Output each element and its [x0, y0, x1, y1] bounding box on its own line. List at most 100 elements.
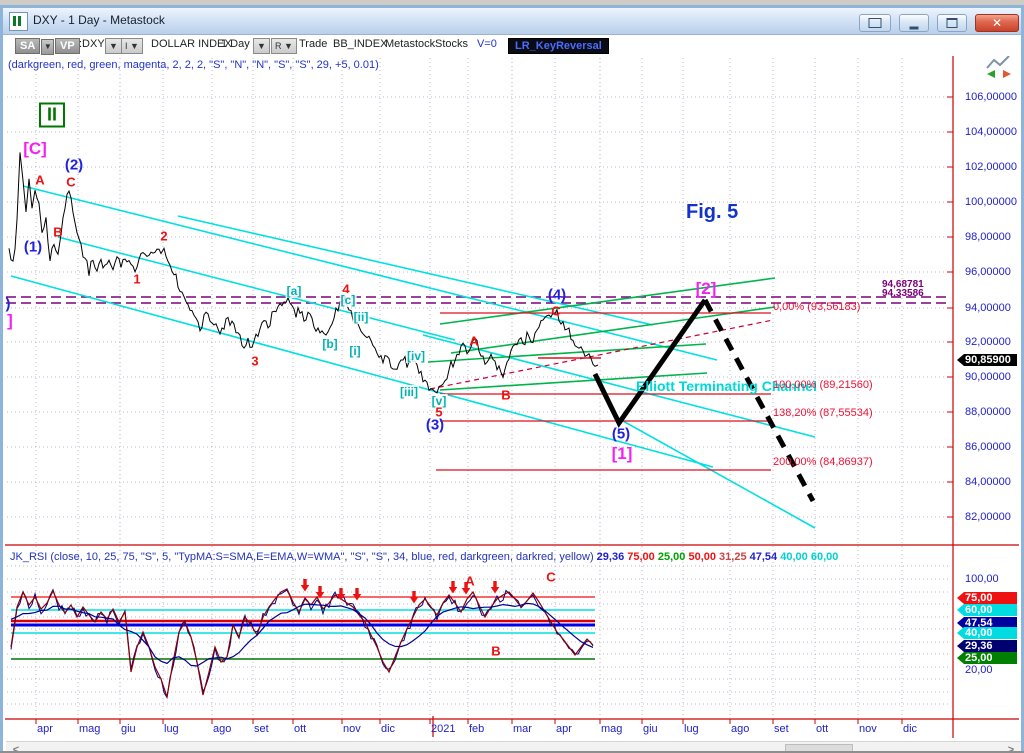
- sa-button[interactable]: SA: [15, 38, 41, 54]
- wave-label: C: [551, 303, 561, 319]
- cyan-trendline: [177, 215, 654, 326]
- wave-label: [a]: [285, 284, 303, 298]
- month-label: apr: [556, 723, 572, 735]
- dropdown-arrow-icon[interactable]: ▼: [41, 39, 55, 55]
- toolbar-item-r[interactable]: R ▼: [271, 38, 297, 54]
- toolbar: SA ▼ VP:DXY ▼ I ▼ DOLLAR INDEX 1 Day ▼ R ▼ Trade B…: [3, 35, 1021, 56]
- toolbar-item-i[interactable]: I ▼: [121, 38, 143, 54]
- restore-window-button[interactable]: [859, 14, 891, 32]
- price-axis-label: 102,00000: [965, 161, 1017, 173]
- wave-label: 5: [435, 404, 443, 420]
- wave-label: [iii]: [399, 385, 419, 399]
- wave-label: [2]: [695, 279, 717, 298]
- toolbar-item-dxy[interactable]: :DXY: [79, 38, 105, 50]
- toolbar-item-trade[interactable]: Trade: [299, 38, 328, 50]
- month-label: mag: [79, 723, 101, 735]
- close-button[interactable]: ✕: [975, 14, 1019, 32]
- price-axis-label: 100,00000: [965, 196, 1017, 208]
- toolbar-item-[interactable]: ▼: [253, 38, 270, 54]
- toolbar-item-1day[interactable]: 1 Day: [221, 38, 250, 50]
- rsi-line: [10, 588, 594, 699]
- fib-retracement-label: 0,00% (93,56183): [773, 301, 861, 313]
- restore-window-icon: [868, 18, 882, 28]
- rsi-axis-top-label: 100,00: [965, 573, 999, 585]
- projection-solid: [592, 298, 708, 428]
- rsi-current-value: 29,36: [596, 551, 628, 563]
- wave-label: (5): [611, 425, 631, 443]
- sell-arrow-icon: [336, 588, 346, 601]
- toolbar-item-dollarindex[interactable]: DOLLAR INDEX: [151, 38, 232, 50]
- month-label: ago: [213, 723, 232, 735]
- i-dropdown[interactable]: I ▼: [121, 38, 143, 54]
- rsi-value-tag: 25,00: [957, 652, 1017, 664]
- rsi-name-and-params: JK_RSI (close, 10, 25, 75, "S", 5, "TypM…: [10, 551, 597, 563]
- price-series: [8, 152, 599, 394]
- price-axis-label: 98,00000: [965, 231, 1011, 243]
- wave-label: [c]: [339, 293, 357, 307]
- chart-canvas[interactable]: [3, 56, 1021, 753]
- wave-label: [i]: [348, 344, 362, 358]
- dropdown-arrow-icon[interactable]: ▼: [253, 38, 270, 54]
- scroll-left-button[interactable]: <: [12, 744, 20, 753]
- vp-button[interactable]: VP: [55, 38, 80, 54]
- wave-label: (3): [425, 416, 445, 434]
- wave-label: [iv]: [406, 349, 426, 363]
- month-label: giu: [643, 723, 658, 735]
- title-bar[interactable]: DXY - 1 Day - Metastock ✕: [3, 8, 1021, 35]
- rsi-value-tag: 29,36: [957, 640, 1017, 652]
- month-label: dic: [381, 723, 396, 735]
- rsi-current-value: 47,54: [749, 551, 781, 563]
- wave-label: [b]: [321, 337, 339, 351]
- sell-arrow-icon: [315, 586, 325, 599]
- month-label: ago: [731, 723, 750, 735]
- toolbar-item-[interactable]: ▼: [105, 38, 122, 54]
- wave-label: 3: [251, 353, 259, 369]
- fib-retracement-label: 100,00% (89,21560): [773, 379, 873, 391]
- month-label: nov: [859, 723, 877, 735]
- rsi-axis-bottom-label: 20,00: [965, 664, 993, 676]
- sell-arrow-icon: [352, 588, 362, 601]
- rsi-current-value: 31,25: [719, 551, 750, 563]
- minimize-icon: [909, 26, 919, 30]
- wave-label: ): [5, 295, 11, 313]
- wave-label: [C]: [23, 139, 47, 158]
- scroll-right-button[interactable]: >: [1007, 744, 1015, 753]
- elliott-terminating-channel-label: Elliott Terminating Channel: [636, 378, 817, 394]
- dropdown-arrow-icon[interactable]: ▼: [105, 38, 122, 54]
- wave-label: B: [53, 224, 63, 240]
- toolbar-item-bbindex[interactable]: BB_INDEX: [333, 38, 388, 50]
- month-label: mag: [601, 723, 623, 735]
- cyan-trendline: [422, 334, 816, 438]
- toolbar-item-stocks[interactable]: Stocks: [435, 38, 469, 50]
- horizontal-scrollbar[interactable]: < >: [6, 741, 1021, 753]
- scrollbar-thumb[interactable]: [785, 744, 853, 753]
- price-axis-label: 104,00000: [965, 126, 1017, 138]
- window-title: DXY - 1 Day - Metastock: [33, 13, 165, 27]
- chart-area[interactable]: (darkgreen, red, green, magenta, 2, 2, 2…: [3, 56, 1021, 753]
- maximize-button[interactable]: [937, 14, 967, 32]
- wave-label: (2): [64, 156, 84, 174]
- wave-label: (4): [547, 286, 567, 304]
- toolbar-item-vp[interactable]: VP: [55, 38, 80, 54]
- rsi-current-value: 25,00: [657, 551, 689, 563]
- toolbar-item-metastock[interactable]: Metastock: [385, 38, 436, 50]
- toolbar-item-sa[interactable]: SA ▼: [15, 38, 55, 55]
- minimize-button[interactable]: [899, 14, 929, 32]
- wave-label: [1]: [611, 444, 633, 463]
- window-edge: [0, 751, 1024, 753]
- price-axis-label: 106,00000: [965, 91, 1017, 103]
- rsi-current-value: 50,00: [688, 551, 720, 563]
- month-label: dic: [903, 723, 918, 735]
- toolbar-item-lrkeyreversal[interactable]: LR_KeyReversal: [508, 38, 609, 54]
- r-dropdown[interactable]: R ▼: [271, 38, 297, 54]
- price-axis-label: 88,00000: [965, 406, 1011, 418]
- wave-label: A: [465, 573, 475, 589]
- rsi-ma-slow: [10, 602, 594, 667]
- wave-label: (1): [23, 238, 43, 256]
- sell-arrow-icon: [490, 581, 500, 594]
- price-axis-label: 86,00000: [965, 441, 1011, 453]
- wave-label: C: [546, 569, 556, 585]
- toolbar-item-v0[interactable]: V=0: [477, 38, 497, 50]
- cyan-trendline: [622, 420, 816, 529]
